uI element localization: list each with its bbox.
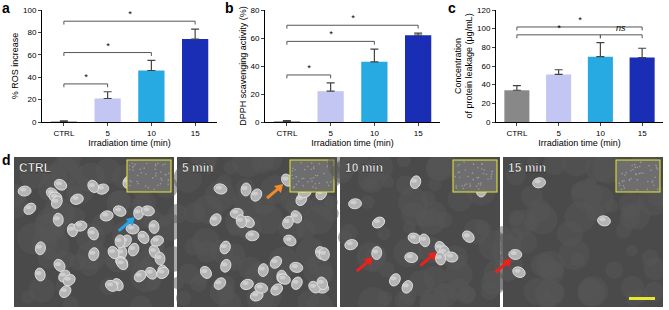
svg-text:80: 80 <box>250 6 259 15</box>
svg-text:80: 80 <box>27 28 36 37</box>
svg-text:15: 15 <box>191 129 200 138</box>
svg-text:Irradiation time (min): Irradiation time (min) <box>88 138 171 148</box>
svg-text:*: * <box>106 41 110 51</box>
svg-text:*: * <box>307 63 311 73</box>
svg-text:60: 60 <box>481 62 490 71</box>
svg-text:20: 20 <box>27 95 36 104</box>
svg-text:60: 60 <box>250 34 259 43</box>
svg-text:5 min: 5 min <box>182 161 213 175</box>
html-text:d: d <box>2 152 11 168</box>
svg-text:40: 40 <box>250 62 259 71</box>
svg-text:*: * <box>351 13 355 23</box>
svg-text:Irradiation time (min): Irradiation time (min) <box>538 138 621 148</box>
html-text:a: a <box>2 0 10 16</box>
svg-text:*: * <box>128 9 132 19</box>
svg-text:Concentrationof protein leakag: Concentrationof protein leakage (μg/mL) <box>453 13 475 118</box>
svg-text:ns: ns <box>616 23 626 33</box>
svg-text:0: 0 <box>255 118 260 127</box>
svg-text:5: 5 <box>556 129 561 138</box>
svg-text:0: 0 <box>32 118 37 127</box>
svg-text:100: 100 <box>23 6 37 15</box>
svg-text:DPPH scavenging activity (%): DPPH scavenging activity (%) <box>238 6 248 126</box>
svg-text:15 min: 15 min <box>508 161 546 175</box>
svg-text:0: 0 <box>486 118 491 127</box>
svg-text:20: 20 <box>250 90 259 99</box>
svg-text:*: * <box>557 23 561 33</box>
html-text:b: b <box>225 0 234 16</box>
svg-text:40: 40 <box>27 73 36 82</box>
svg-text:10 min: 10 min <box>345 161 383 175</box>
svg-text:CTRL: CTRL <box>53 129 74 138</box>
svg-text:CTRL: CTRL <box>276 129 297 138</box>
svg-text:60: 60 <box>27 51 36 60</box>
svg-text:*: * <box>578 15 582 25</box>
svg-text:15: 15 <box>638 129 647 138</box>
svg-text:80: 80 <box>481 43 490 52</box>
svg-text:5: 5 <box>328 129 333 138</box>
html-text:c: c <box>448 0 456 16</box>
svg-text:120: 120 <box>477 6 491 15</box>
svg-text:*: * <box>329 29 333 39</box>
svg-text:% ROS increase: % ROS increase <box>10 33 20 100</box>
svg-text:10: 10 <box>147 129 156 138</box>
svg-text:20: 20 <box>481 99 490 108</box>
svg-text:10: 10 <box>596 129 605 138</box>
svg-text:*: * <box>84 72 88 82</box>
svg-text:CTRL: CTRL <box>506 129 527 138</box>
svg-text:Irradiation time (min): Irradiation time (min) <box>311 138 394 148</box>
svg-text:5: 5 <box>105 129 110 138</box>
svg-text:15: 15 <box>414 129 423 138</box>
svg-text:100: 100 <box>477 24 491 33</box>
svg-text:40: 40 <box>481 80 490 89</box>
svg-text:10: 10 <box>370 129 379 138</box>
svg-text:CTRL: CTRL <box>19 161 51 175</box>
